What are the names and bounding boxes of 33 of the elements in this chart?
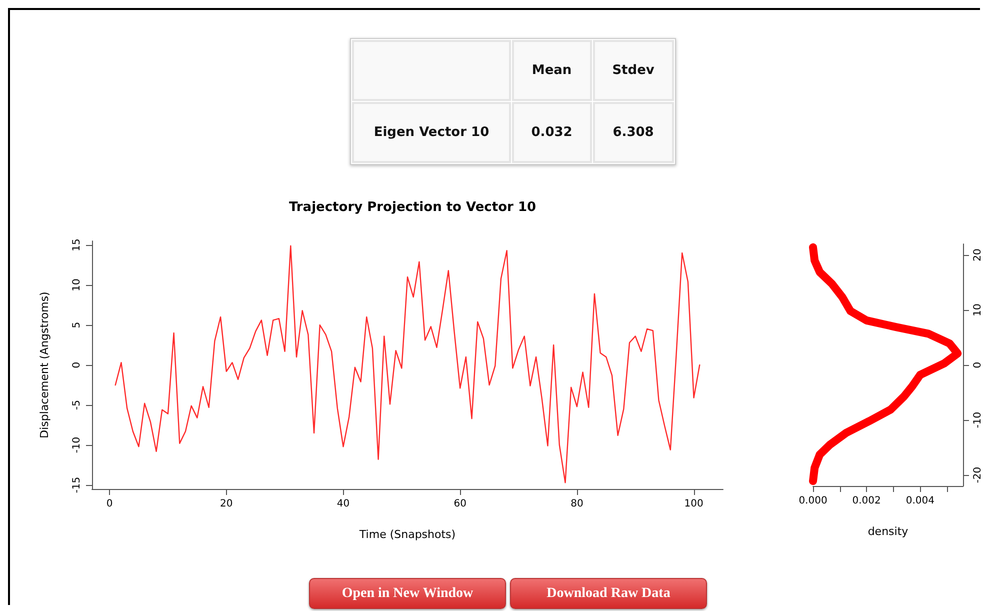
x-tick-label: 0.000 <box>798 496 828 506</box>
y2-tick-label: 10 <box>972 304 984 316</box>
text: Stdev <box>592 40 674 101</box>
x-tick-label: 0.002 <box>852 496 881 506</box>
y-axis-title: Displacement (Angstroms) <box>38 292 51 438</box>
chart-title: Trajectory Projection to Vector 10 <box>288 200 536 215</box>
y-tick-label: -10 <box>72 436 82 454</box>
text: Eigen Vector 10 <box>352 102 511 163</box>
text: Download Raw Data <box>510 578 707 609</box>
text: Open in New Window <box>309 578 506 609</box>
y2-tick-label: -10 <box>972 412 984 428</box>
x-tick-label: 40 <box>336 498 350 510</box>
y-tick-label: 0 <box>72 362 82 368</box>
x-tick-label: 100 <box>684 498 704 510</box>
text: 0.032 <box>512 102 592 163</box>
x-axis-title: density <box>868 525 909 538</box>
text: Mean <box>512 40 592 101</box>
line-series <box>114 245 700 484</box>
x-axis-title: Time (Snapshots) <box>358 528 456 541</box>
x-tick-label: 0 <box>106 498 113 510</box>
y2-tick-label: 0 <box>972 362 984 368</box>
y-tick-label: 5 <box>72 322 82 328</box>
y-tick-label: -5 <box>72 400 82 410</box>
y-tick-label: -15 <box>72 476 82 494</box>
x-tick-label: 0.004 <box>906 496 934 506</box>
y-tick-label: 15 <box>72 238 82 252</box>
y2-tick-label: -20 <box>972 466 984 484</box>
y2-tick-label: 20 <box>972 248 984 262</box>
x-tick-label: 80 <box>570 498 584 510</box>
y-tick-label: 10 <box>72 278 82 292</box>
x-tick-label: 20 <box>220 498 233 510</box>
text: 6.308 <box>592 102 674 163</box>
x-tick-label: 60 <box>454 498 466 510</box>
